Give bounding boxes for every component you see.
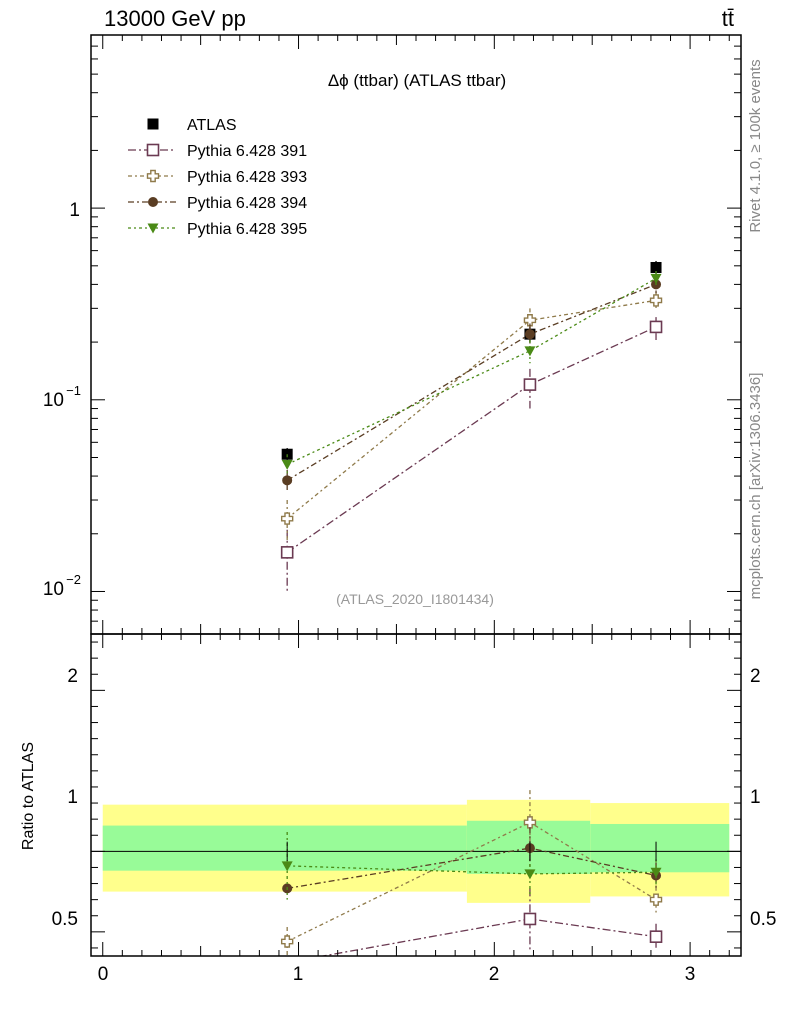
- legend-marker-0: [147, 118, 159, 130]
- series-line-2: [286, 299, 657, 520]
- xtick-label-1: 1: [293, 964, 304, 985]
- ratio-point-0-1: [523, 912, 537, 926]
- point-2-2: [649, 294, 663, 307]
- ratio-point-0-2: [649, 930, 663, 943]
- legend-marker-4: [147, 223, 159, 234]
- point-4-0: [281, 459, 293, 470]
- series-1: [280, 317, 663, 592]
- ratio-point-3-2: [650, 867, 662, 878]
- ytick-label-10-b: 10: [43, 579, 64, 600]
- ratio-point-1-0: [280, 935, 294, 948]
- ratio-point-3-0: [281, 861, 293, 872]
- point-1-1: [523, 378, 537, 391]
- series-line-1: [286, 326, 657, 553]
- legend-label-atlas: ATLAS: [187, 117, 237, 134]
- legend-label-395: Pythia 6.428 395: [187, 221, 307, 238]
- point-3-1: [524, 329, 535, 340]
- rivet-label: Rivet 4.1.0, ≥ 100k events: [747, 59, 764, 232]
- energy-label: 13000 GeV pp: [104, 6, 246, 31]
- legend-marker-1: [146, 143, 160, 157]
- series-4: [281, 270, 662, 477]
- ratio-point-0-0: [282, 957, 293, 968]
- ratio-ytick-right-0.5: 0.5: [750, 909, 776, 930]
- ratio-point-1-2: [649, 893, 663, 906]
- series-line-3: [286, 283, 657, 481]
- point-4-1: [524, 346, 536, 357]
- ratio-point-1-1: [523, 816, 537, 829]
- ratio-point-3-1: [524, 869, 536, 880]
- chart-title: Δϕ (ttbar) (ATLAS ttbar): [328, 71, 506, 90]
- point-1-0: [280, 546, 294, 559]
- xtick-label-3: 3: [685, 964, 696, 985]
- ytick-label-10-a: 10: [43, 390, 64, 411]
- legend-marks: [128, 118, 176, 234]
- ratio-ytick-2: 2: [67, 666, 78, 687]
- ratio-line-2: [287, 847, 657, 890]
- ratio-ytick-right-1: 1: [750, 787, 761, 808]
- ratio-panel: [90, 633, 742, 968]
- xtick-label-2: 2: [489, 964, 500, 985]
- ratio-ytick-right-2: 2: [750, 666, 761, 687]
- legend-label-394: Pythia 6.428 394: [187, 195, 307, 212]
- ratio-ylabel: Ratio to ATLAS: [20, 742, 37, 850]
- series-line-4: [286, 277, 657, 466]
- series-0: [281, 260, 662, 461]
- legend-marker-2: [146, 169, 160, 183]
- ytick-exp-minus2: −2: [66, 572, 81, 587]
- ytick-label-1: 1: [69, 200, 80, 221]
- series-2: [280, 292, 663, 543]
- ratio-band-green-2: [590, 823, 730, 873]
- ratio-series-1: [280, 790, 663, 956]
- ratio-ytick-1: 1: [67, 787, 78, 808]
- legend-marker-3: [148, 197, 158, 207]
- point-3-0: [282, 475, 293, 486]
- ratio-series-0: [282, 888, 663, 968]
- point-4-2: [650, 273, 662, 284]
- point-2-1: [523, 314, 537, 327]
- source-label: mcplots.cern.ch [arXiv:1306.3436]: [747, 373, 764, 600]
- legend-label-391: Pythia 6.428 391: [187, 143, 307, 160]
- legend-label-393: Pythia 6.428 393: [187, 169, 307, 186]
- xtick-label-0: 0: [98, 964, 109, 985]
- ratio-frame: [90, 633, 742, 957]
- point-0-2: [650, 261, 662, 273]
- point-1-2: [649, 320, 663, 334]
- ytick-exp-minus1: −1: [66, 383, 81, 398]
- analysis-watermark: (ATLAS_2020_I1801434): [336, 591, 494, 607]
- process-label: tt̄: [721, 6, 734, 31]
- legend: ATLAS Pythia 6.428 391 Pythia 6.428 393 …: [187, 117, 307, 238]
- ratio-ytick-0.5: 0.5: [52, 909, 78, 930]
- point-2-0: [280, 512, 294, 525]
